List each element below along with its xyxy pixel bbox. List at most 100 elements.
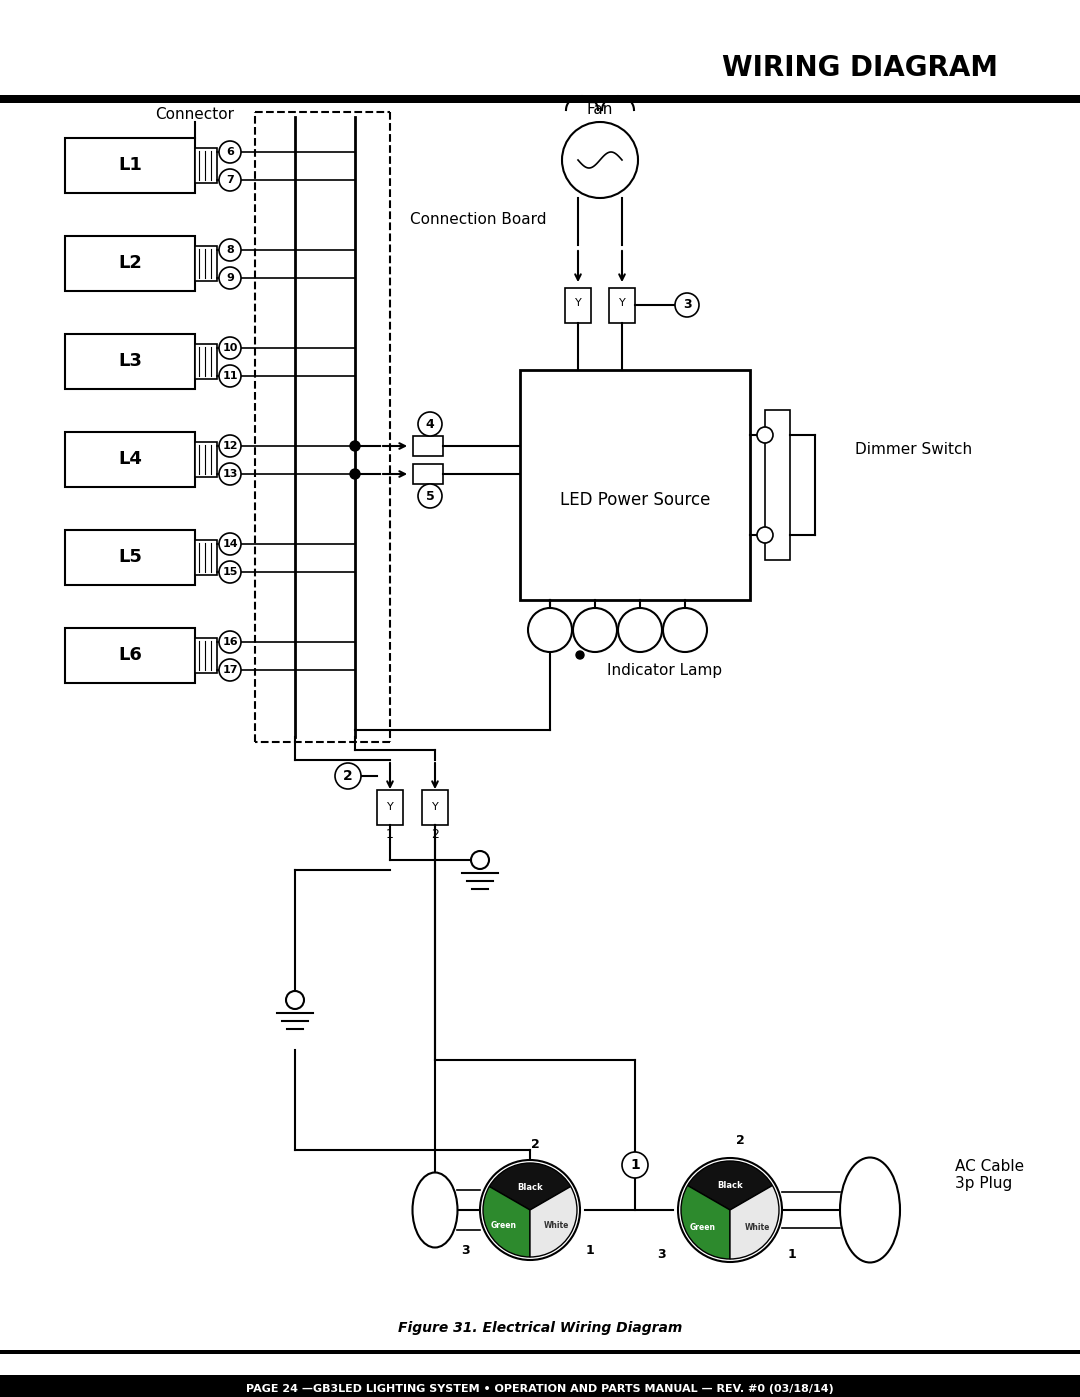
Bar — [65, 334, 195, 388]
Text: 2: 2 — [530, 1139, 539, 1151]
Bar — [609, 288, 635, 323]
Bar — [195, 441, 217, 476]
Bar — [377, 789, 403, 826]
Text: 2: 2 — [735, 1133, 744, 1147]
Circle shape — [350, 441, 360, 451]
Circle shape — [219, 239, 241, 261]
Text: Y: Y — [619, 298, 625, 307]
Text: 8: 8 — [226, 244, 234, 256]
Text: Black: Black — [717, 1182, 743, 1190]
Ellipse shape — [413, 1172, 458, 1248]
Circle shape — [219, 659, 241, 680]
Text: 10: 10 — [222, 344, 238, 353]
Text: 7: 7 — [226, 175, 234, 184]
Circle shape — [663, 608, 707, 652]
Text: 3: 3 — [461, 1243, 470, 1256]
Circle shape — [576, 651, 584, 659]
Text: L4: L4 — [118, 450, 141, 468]
Text: Fan: Fan — [586, 102, 613, 117]
Bar — [565, 288, 591, 323]
Circle shape — [219, 434, 241, 457]
Text: 15: 15 — [222, 567, 238, 577]
Circle shape — [757, 527, 773, 543]
Text: Dimmer Switch: Dimmer Switch — [855, 443, 972, 457]
Text: 1: 1 — [630, 1158, 639, 1172]
Bar — [422, 789, 448, 826]
Bar — [413, 436, 443, 455]
Text: Y: Y — [575, 298, 581, 307]
Text: 12: 12 — [222, 441, 238, 451]
Wedge shape — [688, 1161, 772, 1210]
Text: 14: 14 — [222, 539, 238, 549]
Bar — [65, 629, 195, 683]
Text: L6: L6 — [118, 647, 141, 665]
Text: 17: 17 — [222, 665, 238, 675]
Text: Y: Y — [387, 802, 393, 812]
Ellipse shape — [840, 1158, 900, 1263]
Circle shape — [480, 1160, 580, 1260]
Circle shape — [528, 608, 572, 652]
Bar — [195, 246, 217, 281]
Text: Green: Green — [491, 1221, 517, 1231]
Bar — [65, 432, 195, 488]
Circle shape — [573, 608, 617, 652]
Circle shape — [622, 1153, 648, 1178]
Bar — [65, 529, 195, 585]
Circle shape — [335, 763, 361, 789]
Text: L3: L3 — [118, 352, 141, 370]
Text: 9: 9 — [226, 272, 234, 284]
Text: Green: Green — [690, 1224, 716, 1232]
Bar — [765, 409, 789, 560]
Text: 16: 16 — [222, 637, 238, 647]
Text: 11: 11 — [222, 372, 238, 381]
Text: 1: 1 — [585, 1243, 594, 1256]
Circle shape — [286, 990, 303, 1009]
Bar — [195, 148, 217, 183]
Circle shape — [757, 427, 773, 443]
Text: 3: 3 — [683, 299, 691, 312]
Text: 2: 2 — [343, 768, 353, 782]
Wedge shape — [681, 1186, 730, 1259]
Circle shape — [219, 462, 241, 485]
Text: 3: 3 — [658, 1249, 666, 1261]
Text: 1: 1 — [787, 1249, 796, 1261]
Text: Connection Board: Connection Board — [410, 212, 546, 228]
Text: Y: Y — [432, 802, 438, 812]
Circle shape — [219, 337, 241, 359]
Circle shape — [219, 169, 241, 191]
Circle shape — [418, 412, 442, 436]
Circle shape — [675, 293, 699, 317]
Text: White: White — [543, 1221, 569, 1231]
Circle shape — [618, 608, 662, 652]
Text: L2: L2 — [118, 254, 141, 272]
Bar — [0, 95, 1080, 103]
Text: PAGE 24 —GB3LED LIGHTING SYSTEM • OPERATION AND PARTS MANUAL — REV. #0 (03/18/14: PAGE 24 —GB3LED LIGHTING SYSTEM • OPERAT… — [246, 1384, 834, 1394]
Bar — [195, 344, 217, 379]
Text: 2: 2 — [431, 828, 438, 841]
Text: LED Power Source: LED Power Source — [559, 490, 711, 509]
Text: AC Cable
3p Plug: AC Cable 3p Plug — [955, 1158, 1024, 1192]
Circle shape — [350, 469, 360, 479]
Circle shape — [219, 267, 241, 289]
Text: White: White — [744, 1224, 770, 1232]
Bar — [0, 1350, 1080, 1354]
Circle shape — [562, 122, 638, 198]
Wedge shape — [530, 1186, 577, 1257]
Bar — [65, 236, 195, 291]
Circle shape — [219, 365, 241, 387]
Text: 6: 6 — [226, 147, 234, 156]
Text: 13: 13 — [222, 469, 238, 479]
Circle shape — [678, 1158, 782, 1261]
Text: 1: 1 — [386, 828, 394, 841]
Wedge shape — [489, 1162, 570, 1210]
Circle shape — [418, 483, 442, 509]
Bar — [413, 464, 443, 483]
Text: L5: L5 — [118, 549, 141, 567]
Bar — [195, 541, 217, 576]
Text: Indicator Lamp: Indicator Lamp — [607, 662, 723, 678]
Wedge shape — [730, 1186, 779, 1259]
Circle shape — [219, 534, 241, 555]
Circle shape — [219, 141, 241, 163]
Bar — [195, 638, 217, 673]
Wedge shape — [483, 1186, 530, 1257]
